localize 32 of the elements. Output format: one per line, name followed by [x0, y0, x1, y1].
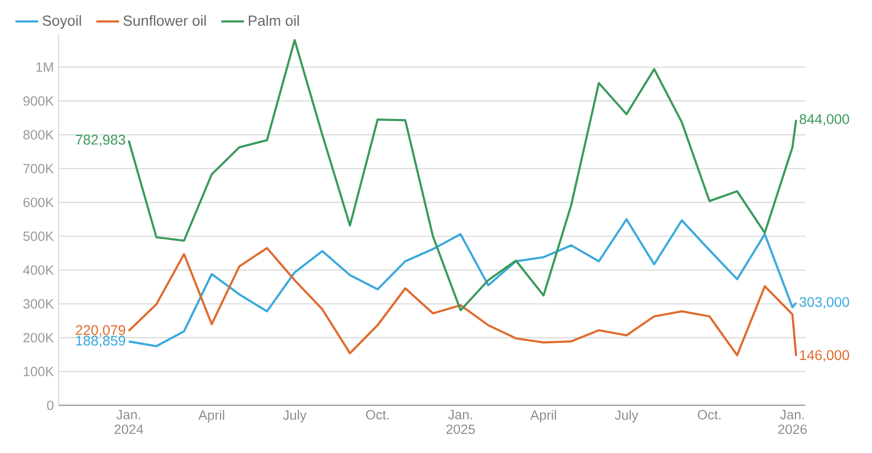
y-tick-label: 200K [23, 332, 54, 342]
line-series [128, 38, 798, 312]
line-series [128, 246, 798, 357]
line-series [128, 218, 798, 348]
y-tick-label: 600K [23, 198, 54, 207]
x-tick-label: April [198, 410, 224, 422]
data-label: 303,000 [800, 296, 850, 308]
y-tick-label: 700K [24, 164, 54, 174]
data-label: 782,983 [76, 134, 126, 146]
data-label: 844,000 [800, 114, 850, 126]
y-tick-label: 0 [47, 400, 54, 410]
legend-label: Sunflower oil [123, 14, 206, 26]
x-tick-label: Jan. 2025 [446, 410, 475, 434]
y-tick-label: 1M [36, 62, 53, 72]
legend-label: Palm oil [248, 14, 299, 26]
y-tick-label: 100K [24, 366, 54, 376]
y-tick-label: 900K [23, 96, 54, 106]
x-tick-label: Jan. 2026 [778, 410, 807, 434]
data-label: 220,079 [76, 324, 126, 337]
x-tick-label: Jan. 2024 [114, 410, 144, 434]
y-tick-label: 400K [23, 265, 54, 275]
x-tick-label: Oct. [698, 410, 720, 420]
y-tick-label: 500K [23, 231, 54, 241]
x-tick-label: April [530, 410, 556, 422]
x-tick-label: July [614, 410, 638, 422]
x-tick-label: Oct. [366, 410, 389, 420]
y-tick-label: 800K [23, 130, 54, 140]
data-label: 146,000 [800, 350, 850, 362]
data-label: 188,859 [76, 336, 126, 348]
x-tick-label: July [283, 410, 306, 422]
legend-label: Soyoil [42, 14, 81, 29]
y-tick-label: 300K [23, 299, 54, 308]
